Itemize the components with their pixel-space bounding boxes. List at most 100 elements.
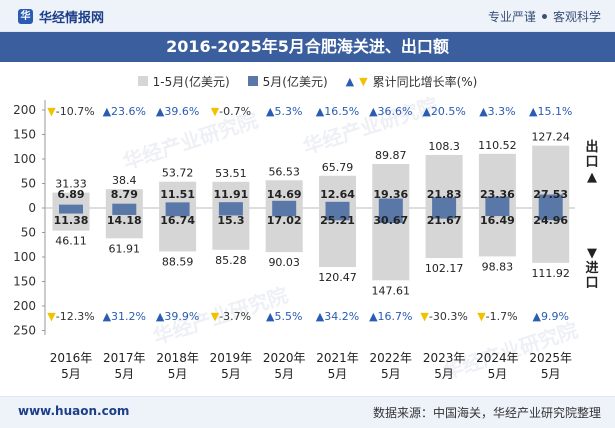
y-tick-label: 200 <box>13 103 36 117</box>
bar-import-cumulative <box>52 208 90 231</box>
label-export-cumulative: 56.53 <box>268 165 300 178</box>
label-import-may: 14.18 <box>107 214 142 227</box>
brand: 华 华经情报网 <box>18 7 104 26</box>
x-tick-label-year: 2018年 <box>156 351 199 365</box>
bar-import-may <box>538 208 563 221</box>
bar-export-may <box>432 197 457 208</box>
chart-title: 2016-2025年5月合肥海关进、出口额 <box>0 32 615 62</box>
growth-export: ▲39.6% <box>156 105 199 118</box>
label-import-may: 21.67 <box>427 214 462 227</box>
legend-label-growth: 累计同比增长率(%) <box>372 74 478 89</box>
bar-export-may <box>485 196 510 208</box>
footer: www.huaon.com 数据来源：中国海关，华经产业研究院整理 <box>0 396 615 428</box>
side-arrow-up-icon: ▲ <box>587 170 597 185</box>
growth-export: ▲36.6% <box>369 105 412 118</box>
label-import-may: 25.21 <box>320 214 355 227</box>
label-export-may: 27.53 <box>533 188 568 201</box>
bar-import-may <box>378 208 403 224</box>
bar-import-may <box>272 208 297 217</box>
growth-import: ▼-1.7% <box>477 310 517 323</box>
growth-import: ▲9.9% <box>532 310 568 323</box>
y-tick-label: 100 <box>13 152 36 166</box>
y-tick-label: 150 <box>13 275 36 289</box>
label-import-cumulative: 111.92 <box>531 267 570 280</box>
label-export-cumulative: 127.24 <box>531 131 570 144</box>
x-tick-label-month: 5月 <box>381 367 401 381</box>
bar-import-may <box>325 208 350 221</box>
x-tick-label-month: 5月 <box>168 367 188 381</box>
bar-export-may <box>165 202 190 208</box>
label-import-cumulative: 147.61 <box>372 284 411 297</box>
growth-export: ▲16.5% <box>316 105 359 118</box>
label-import-may: 16.49 <box>480 214 515 227</box>
growth-import: ▼-3.7% <box>211 310 251 323</box>
x-tick-label-month: 5月 <box>221 367 241 381</box>
growth-export: ▲3.3% <box>479 105 515 118</box>
brand-name: 华经情报网 <box>39 11 105 26</box>
bar-export-cumulative <box>105 189 143 208</box>
label-import-cumulative: 88.59 <box>162 255 194 268</box>
y-tick-label: 0 <box>28 201 36 215</box>
bar-export-may <box>112 203 137 208</box>
label-export-may: 14.69 <box>267 188 302 201</box>
growth-export: ▲15.1% <box>529 105 572 118</box>
bar-import-may <box>112 208 137 215</box>
label-import-may: 15.3 <box>217 214 244 227</box>
bar-import-may <box>218 208 243 216</box>
bar-export-may <box>325 201 350 208</box>
side-arrow-down-icon: ▼ <box>587 246 597 261</box>
y-tick-label: 150 <box>13 128 36 142</box>
x-tick-label-year: 2019年 <box>210 351 253 365</box>
bar-export-may <box>378 198 403 208</box>
x-tick-label-year: 2024年 <box>476 351 519 365</box>
bar-export-cumulative <box>52 192 90 208</box>
x-tick-label-year: 2021年 <box>316 351 359 365</box>
x-tick-label-year: 2020年 <box>263 351 306 365</box>
legend-may: 5月(亿美元) <box>247 73 328 90</box>
growth-import: ▲31.2% <box>103 310 146 323</box>
legend-swatch-cumulative <box>137 76 148 86</box>
x-tick-label-month: 5月 <box>541 367 561 381</box>
footer-site[interactable]: www.huaon.com <box>18 404 130 418</box>
label-export-may: 11.91 <box>214 188 249 201</box>
legend-label-may: 5月(亿美元) <box>262 74 328 89</box>
growth-export: ▼-10.7% <box>47 105 94 118</box>
footer-source: 数据来源：中国海关，华经产业研究院整理 <box>372 406 601 420</box>
y-tick-label: 50 <box>21 177 36 191</box>
label-import-cumulative: 46.11 <box>55 235 87 248</box>
x-tick-label-year: 2025年 <box>529 351 572 365</box>
label-import-may: 16.74 <box>160 214 195 227</box>
growth-import: ▲16.7% <box>369 310 412 323</box>
label-export-cumulative: 108.3 <box>428 140 460 153</box>
x-tick-label-month: 5月 <box>61 367 81 381</box>
label-export-may: 6.89 <box>57 188 84 201</box>
growth-export: ▲20.5% <box>422 105 465 118</box>
tag-professional: 专业严谨 <box>487 10 536 24</box>
growth-import: ▼-30.3% <box>420 310 467 323</box>
legend-cumulative: 1-5月(亿美元) <box>137 73 230 90</box>
label-export-cumulative: 31.33 <box>55 178 87 191</box>
separator-dot-icon <box>541 14 547 19</box>
legend-label-cumulative: 1-5月(亿美元) <box>152 74 230 89</box>
label-import-cumulative: 102.17 <box>425 262 464 275</box>
x-tick-label-year: 2017年 <box>103 351 146 365</box>
y-tick-label: 50 <box>21 226 36 240</box>
legend-growth: ▲ ▼ 累计同比增长率(%) <box>346 73 478 90</box>
label-export-cumulative: 38.4 <box>112 174 137 187</box>
bar-export-may <box>272 200 297 208</box>
triangle-up-icon: ▲ <box>345 74 355 88</box>
legend: 1-5月(亿美元) 5月(亿美元) ▲ ▼ 累计同比增长率(%) <box>0 70 615 92</box>
x-tick-label-year: 2016年 <box>50 351 93 365</box>
y-tick-label: 200 <box>13 299 36 313</box>
label-export-cumulative: 53.72 <box>162 167 194 180</box>
x-tick-label-month: 5月 <box>434 367 454 381</box>
label-export-may: 8.79 <box>111 188 138 201</box>
label-export-cumulative: 110.52 <box>478 139 517 152</box>
label-import-may: 11.38 <box>54 214 89 227</box>
x-tick-label-year: 2022年 <box>370 351 413 365</box>
side-label-import-text: 进口 <box>585 261 599 291</box>
bar-export-may <box>218 202 243 208</box>
growth-export: ▲23.6% <box>103 105 146 118</box>
y-tick-label: 250 <box>13 324 36 338</box>
